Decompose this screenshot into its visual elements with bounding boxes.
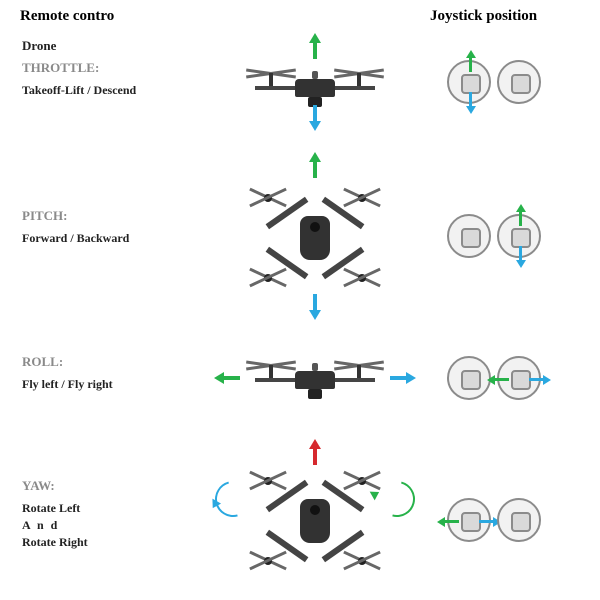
header-left: Remote contro (20, 8, 114, 25)
row-throttle: Drone THROTTLE: Takeoff-Lift / Descend (0, 34, 600, 154)
joystick-icon (445, 54, 545, 110)
row-pitch: PITCH: Forward / Backward (0, 158, 600, 318)
joystick-icon (445, 350, 545, 406)
pitch-sub: Forward / Backward (22, 230, 192, 247)
drone-front-icon (240, 331, 390, 421)
joystick-icon (445, 208, 545, 264)
yaw-sub-3: Rotate Right (22, 534, 192, 551)
row-yaw: YAW: Rotate Left A n d Rotate Right (0, 446, 600, 596)
yaw-grey: YAW: (22, 478, 192, 494)
throttle-labels: Drone THROTTLE: Takeoff-Lift / Descend (22, 38, 192, 99)
yaw-joystick (440, 492, 550, 548)
throttle-drone (225, 34, 405, 134)
header-right: Joystick position (430, 8, 537, 25)
pitch-grey: PITCH: (22, 208, 192, 224)
throttle-sub: Takeoff-Lift / Descend (22, 82, 192, 99)
yaw-drone (225, 446, 405, 596)
pitch-drone (225, 158, 405, 318)
drone-top-icon (245, 451, 385, 591)
pitch-joystick (440, 208, 550, 264)
yaw-sub-1: Rotate Left (22, 500, 192, 517)
roll-drone (225, 326, 405, 426)
joystick-icon (445, 492, 545, 548)
roll-labels: ROLL: Fly left / Fly right (22, 354, 192, 393)
yaw-sub-2: A n d (22, 517, 192, 534)
throttle-title: Drone (22, 38, 192, 54)
roll-grey: ROLL: (22, 354, 192, 370)
throttle-grey: THROTTLE: (22, 60, 192, 76)
row-roll: ROLL: Fly left / Fly right (0, 326, 600, 436)
throttle-joystick (440, 54, 550, 110)
drone-front-icon (240, 39, 390, 129)
pitch-labels: PITCH: Forward / Backward (22, 208, 192, 247)
yaw-labels: YAW: Rotate Left A n d Rotate Right (22, 478, 192, 550)
drone-top-icon (245, 168, 385, 308)
roll-joystick (440, 350, 550, 406)
roll-sub: Fly left / Fly right (22, 376, 192, 393)
